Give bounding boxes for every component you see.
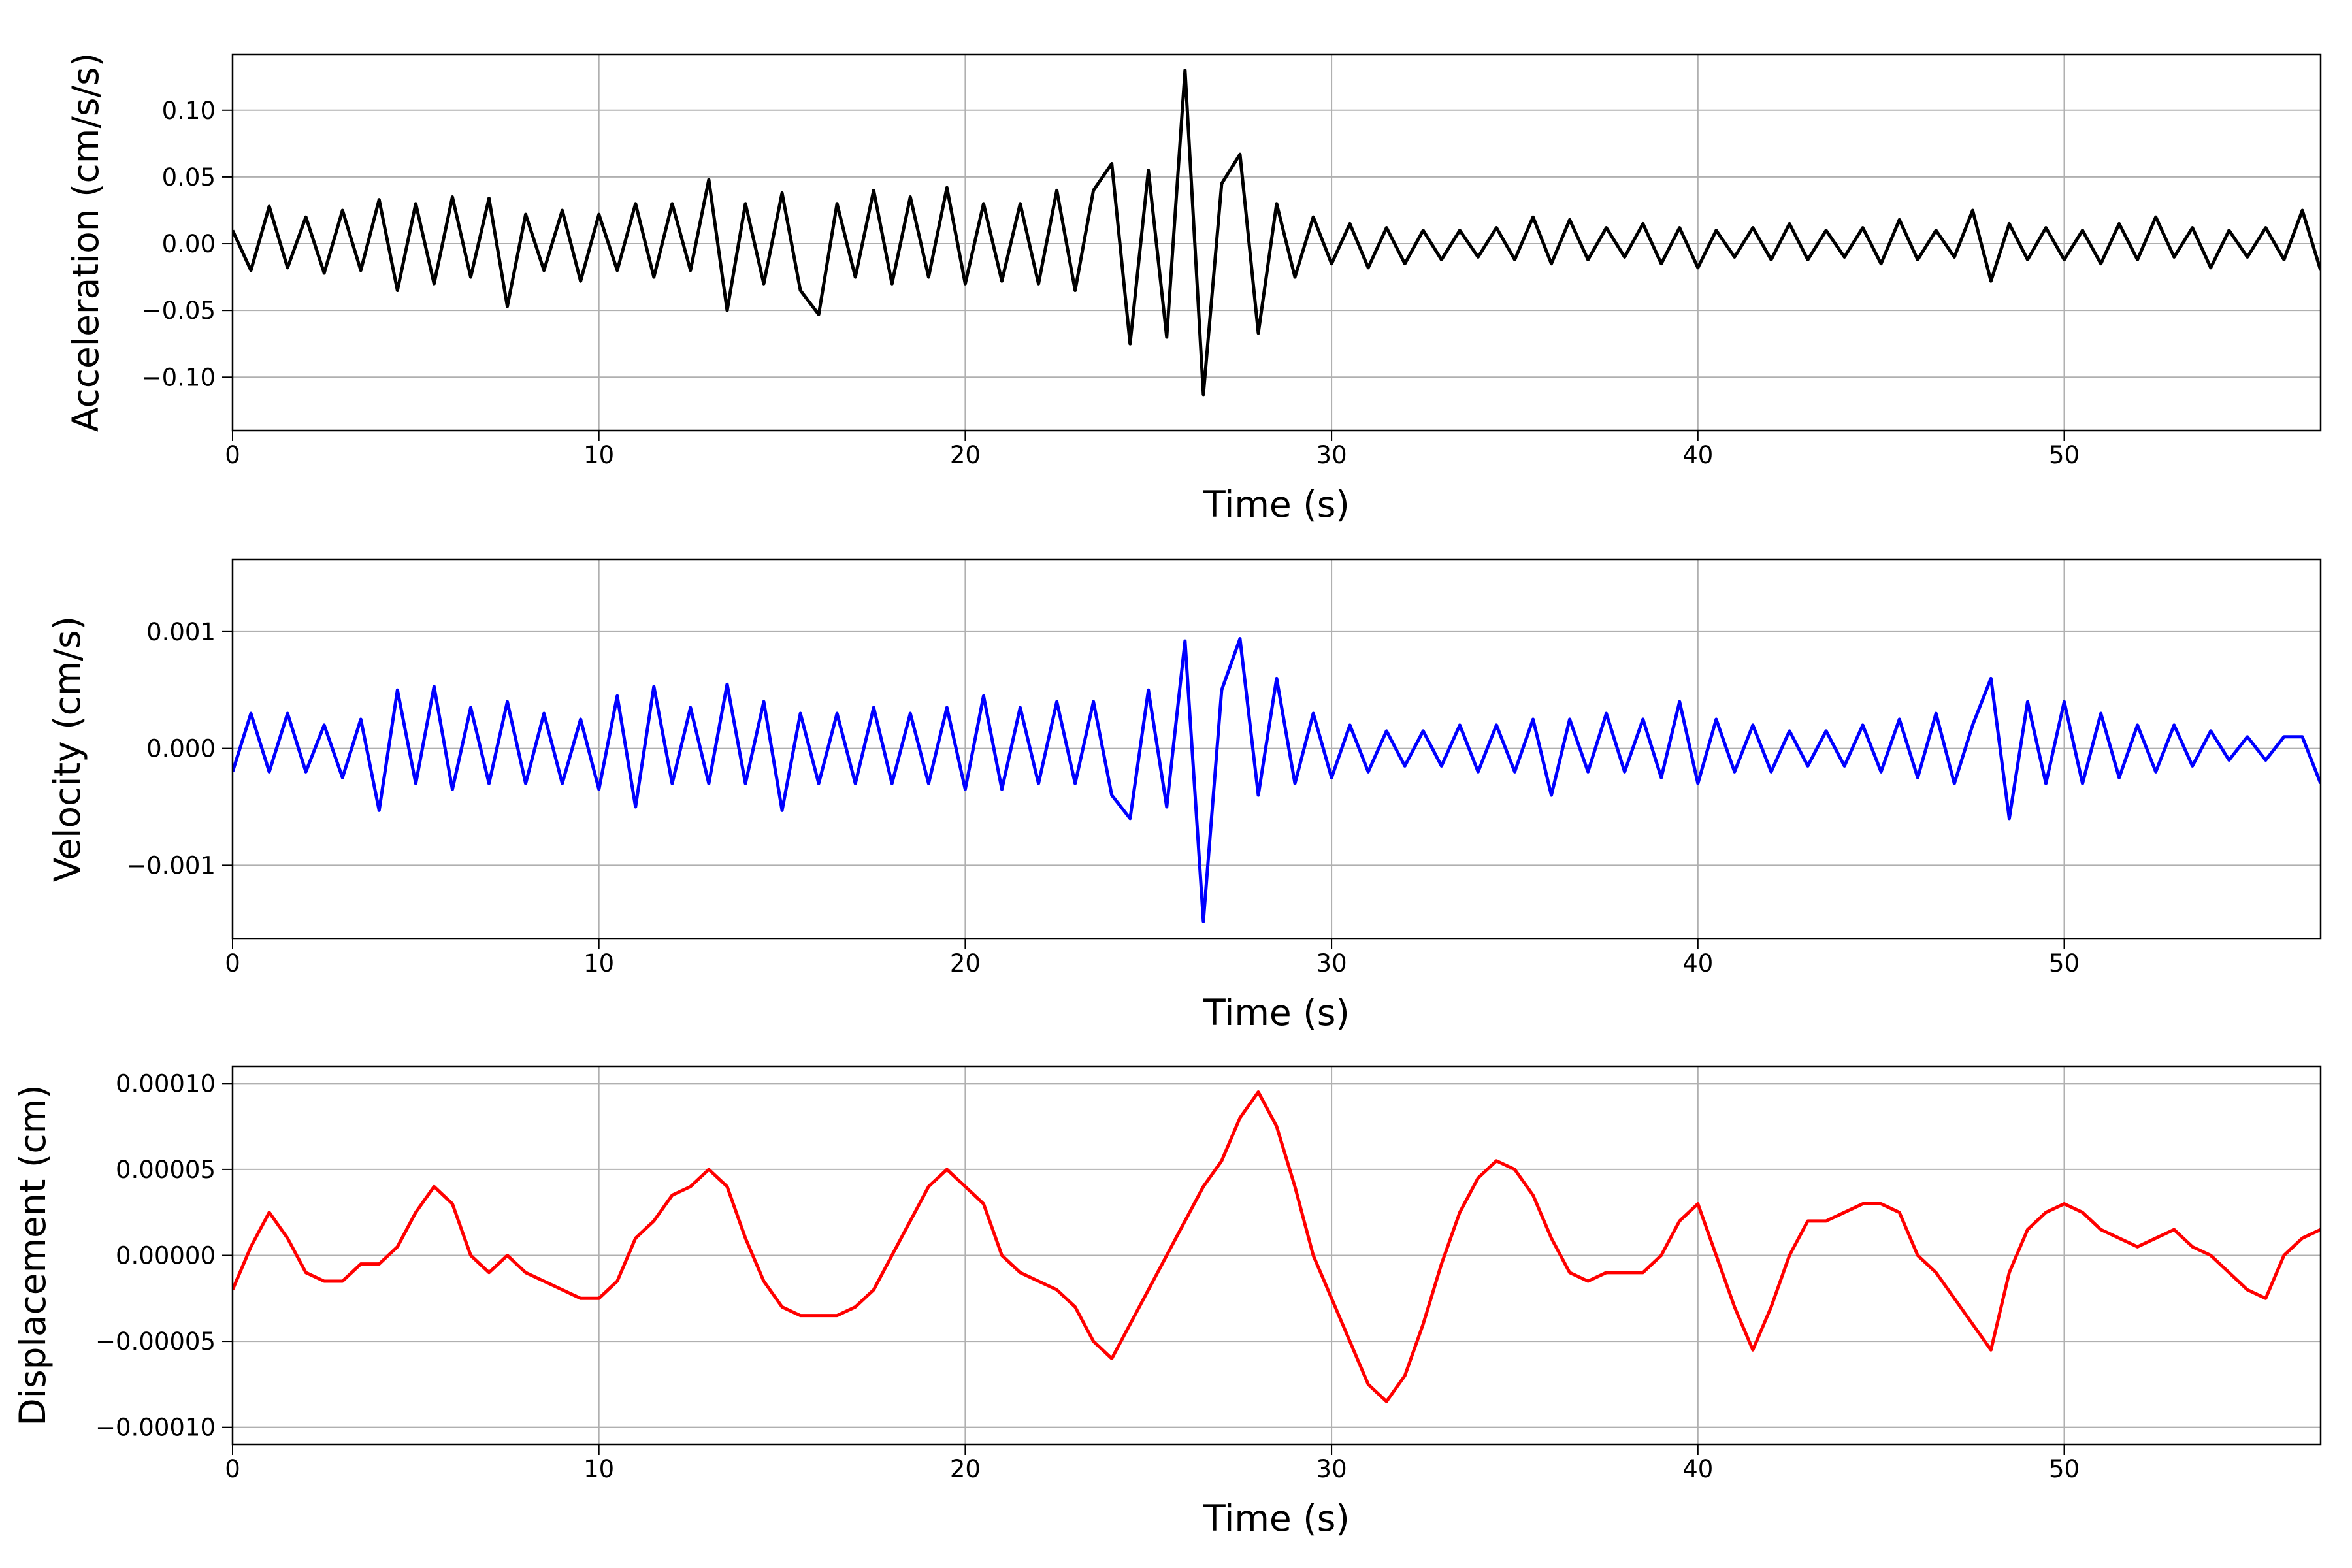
x-axis-label: Time (s) — [1203, 1497, 1350, 1539]
x-tick-label: 30 — [1316, 1455, 1347, 1483]
data-line — [233, 69, 2321, 397]
y-tick-label: 0.00000 — [116, 1242, 216, 1270]
x-tick-label: 40 — [1682, 1455, 1713, 1483]
y-tick-label: 0.10 — [162, 97, 216, 125]
x-tick-label: 0 — [225, 1455, 240, 1483]
y-axis-label: Displacement (cm) — [12, 1085, 54, 1426]
plot-frame — [231, 1065, 2322, 1446]
subplot: 0 10 20 30 40 50 −0.00010 −0.00005 0.00000 0.0000… — [12, 1065, 2322, 1539]
data-line — [233, 637, 2321, 923]
y-tick-label: −0.00005 — [95, 1328, 216, 1356]
x-tick-label: 50 — [2049, 441, 2080, 469]
y-tick-label: −0.05 — [142, 297, 216, 325]
x-tick-label: 30 — [1316, 441, 1347, 469]
x-tick-label: 0 — [225, 441, 240, 469]
x-axis-label: Time (s) — [1203, 483, 1350, 525]
y-tick-label: 0.000 — [146, 735, 216, 763]
x-tick-label: 30 — [1316, 949, 1347, 977]
y-axis-label: Velocity (cm/s) — [46, 616, 88, 882]
y-tick-label: −0.001 — [126, 851, 216, 879]
x-tick-label: 40 — [1682, 441, 1713, 469]
x-tick-label: 50 — [2049, 1455, 2080, 1483]
x-tick-label: 20 — [950, 1455, 981, 1483]
y-tick-label: −0.00010 — [95, 1414, 216, 1442]
y-tick-label: 0.05 — [162, 163, 216, 191]
plot-frame — [231, 53, 2322, 432]
x-tick-label: 10 — [583, 949, 614, 977]
y-tick-label: 0.001 — [146, 618, 216, 646]
x-tick-label: 20 — [950, 441, 981, 469]
x-tick-label: 10 — [583, 441, 614, 469]
y-tick-label: 0.00010 — [116, 1070, 216, 1098]
y-tick-label: 0.00 — [162, 230, 216, 258]
y-tick-label: 0.00005 — [116, 1156, 216, 1184]
x-tick-label: 40 — [1682, 949, 1713, 977]
plot-frame — [231, 558, 2322, 940]
x-tick-label: 10 — [583, 1455, 614, 1483]
x-axis-label: Time (s) — [1203, 992, 1350, 1034]
y-axis-label: Acceleration (cm/s/s) — [65, 53, 106, 432]
subplot: 0 10 20 30 40 50 −0.001 0.000 0.001 Time (s) Veloc… — [46, 558, 2322, 1034]
x-tick-label: 20 — [950, 949, 981, 977]
y-tick-label: −0.10 — [142, 363, 216, 391]
x-tick-label: 50 — [2049, 949, 2080, 977]
subplot: 0 10 20 30 40 50 −0.10 −0.05 0.00 0.05 0.10 Time (s… — [65, 53, 2322, 525]
data-line — [233, 1090, 2321, 1403]
x-tick-label: 0 — [225, 949, 240, 977]
